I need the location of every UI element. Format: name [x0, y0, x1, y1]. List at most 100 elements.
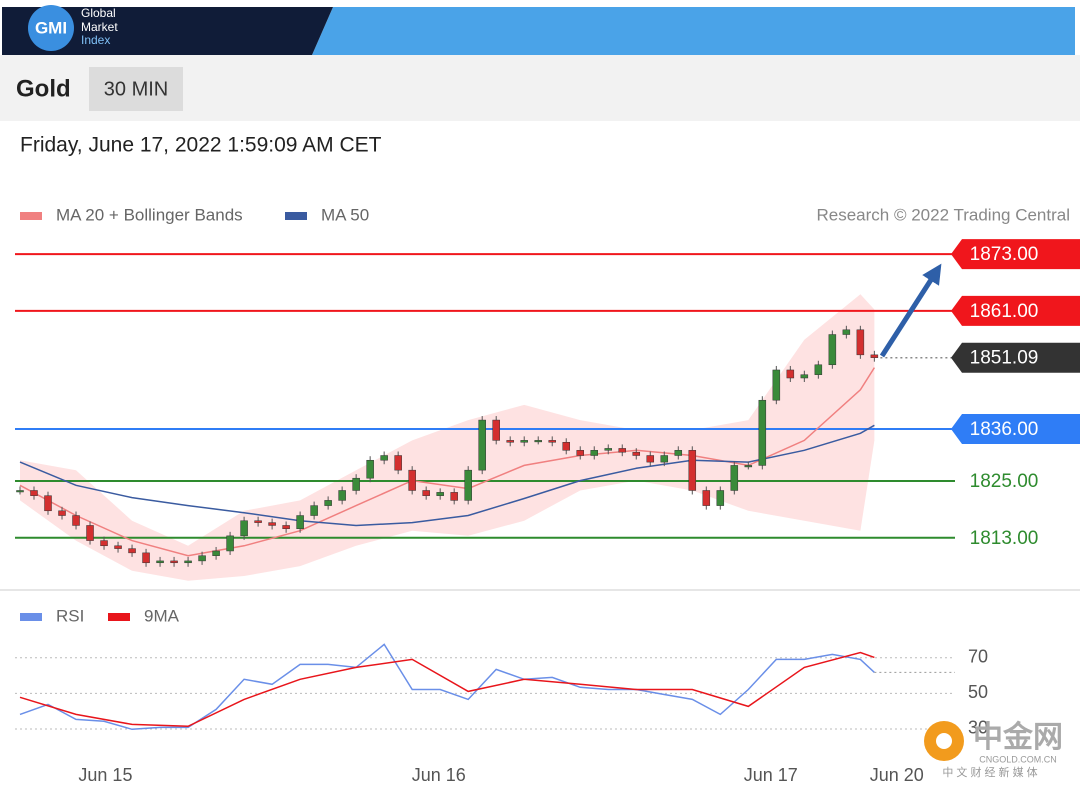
brand-text: Market [81, 20, 118, 34]
candle [72, 515, 80, 526]
watermark-logo [936, 733, 952, 749]
candle [870, 354, 879, 358]
x-tick-label: Jun 20 [870, 765, 924, 785]
moving-average [19, 424, 875, 527]
candle [380, 455, 388, 461]
candle [114, 545, 122, 549]
target-arrow [879, 263, 942, 358]
legend-swatch [20, 613, 42, 621]
candle [296, 515, 304, 530]
candle [16, 490, 24, 493]
candle [212, 550, 220, 556]
series-line [19, 651, 875, 728]
candle [310, 505, 318, 516]
legend-label: MA 50 [321, 205, 369, 224]
x-tick-label: Jun 16 [412, 765, 466, 785]
price-label: 1873.00 [970, 244, 1039, 265]
candle [786, 369, 795, 379]
legend-swatch [20, 212, 42, 220]
candle [632, 451, 641, 456]
candle [562, 442, 570, 451]
timeframe-button[interactable] [89, 67, 183, 111]
candle [58, 510, 66, 516]
header-logo-band [2, 7, 333, 55]
candle [842, 329, 851, 335]
x-tick-label: Jun 15 [78, 765, 132, 785]
candle [688, 450, 697, 491]
price-label: 1836.00 [970, 419, 1039, 440]
candle [758, 399, 767, 466]
candle [240, 520, 248, 537]
y-tick-label: 50 [968, 682, 988, 702]
candle [674, 450, 683, 456]
header-band [312, 7, 1075, 55]
candle [618, 448, 627, 453]
candle [590, 450, 598, 456]
candle [520, 440, 528, 443]
candle [324, 500, 332, 506]
candle [534, 440, 542, 443]
candle [422, 490, 430, 496]
candle [660, 455, 669, 463]
candle [450, 492, 458, 501]
candle [828, 334, 837, 366]
candle [646, 455, 655, 463]
bollinger-band [20, 294, 875, 581]
y-tick-label: 70 [968, 647, 988, 667]
candle [436, 492, 444, 496]
credit: Research © 2022 Trading Central [817, 205, 1071, 224]
symbol: Gold [16, 75, 71, 102]
candle [184, 560, 192, 564]
timeframe[interactable]: 30 MIN [104, 78, 168, 100]
candle [268, 522, 276, 526]
candle [800, 374, 809, 379]
series-line [19, 643, 875, 731]
candle [814, 364, 823, 375]
candle [408, 469, 416, 491]
candle [226, 535, 234, 552]
candle [142, 552, 150, 564]
brand-text: Index [81, 33, 110, 47]
y-tick-label: 30 [968, 718, 988, 738]
candle [492, 419, 500, 441]
price-label: 1861.00 [970, 301, 1039, 322]
candle [394, 455, 402, 471]
watermark-url: CNGOLD.COM.CN [979, 754, 1057, 764]
price-label: 1813.00 [970, 528, 1039, 549]
candle [86, 525, 94, 541]
x-tick-label: Jun 17 [744, 765, 798, 785]
candle [548, 440, 556, 443]
candle [198, 555, 206, 562]
candle [156, 560, 164, 564]
logo-circle [28, 5, 74, 51]
candle [282, 525, 290, 530]
candle [352, 477, 360, 491]
plots: MA 20 + Bollinger Bands MA 50 1873.00 1861.… [15, 205, 1080, 785]
legend-swatch [285, 212, 307, 220]
candle [44, 495, 52, 512]
legend-label: RSI [56, 606, 84, 625]
candle [576, 450, 584, 456]
candle [338, 490, 346, 501]
price-label-box [951, 295, 1080, 326]
candle [30, 490, 38, 496]
timestamp: Friday, June 17, 2022 1:59:09 AM CET [20, 134, 382, 157]
logo-text: GMI [35, 18, 67, 37]
candle [702, 490, 711, 506]
candle [506, 440, 514, 443]
candle [856, 329, 865, 356]
candle [716, 490, 725, 506]
price-label-box [951, 414, 1080, 445]
brand-text: Global [81, 6, 116, 20]
price-label-box [951, 239, 1080, 270]
watermark-tagline: 中 文 财 经 新 媒 体 [942, 765, 1037, 779]
price-label: 1851.09 [970, 348, 1039, 369]
candle [730, 465, 739, 491]
watermark-title: 中金网 [973, 720, 1063, 754]
candle [254, 520, 262, 523]
candle [604, 448, 613, 451]
candle [366, 459, 374, 479]
